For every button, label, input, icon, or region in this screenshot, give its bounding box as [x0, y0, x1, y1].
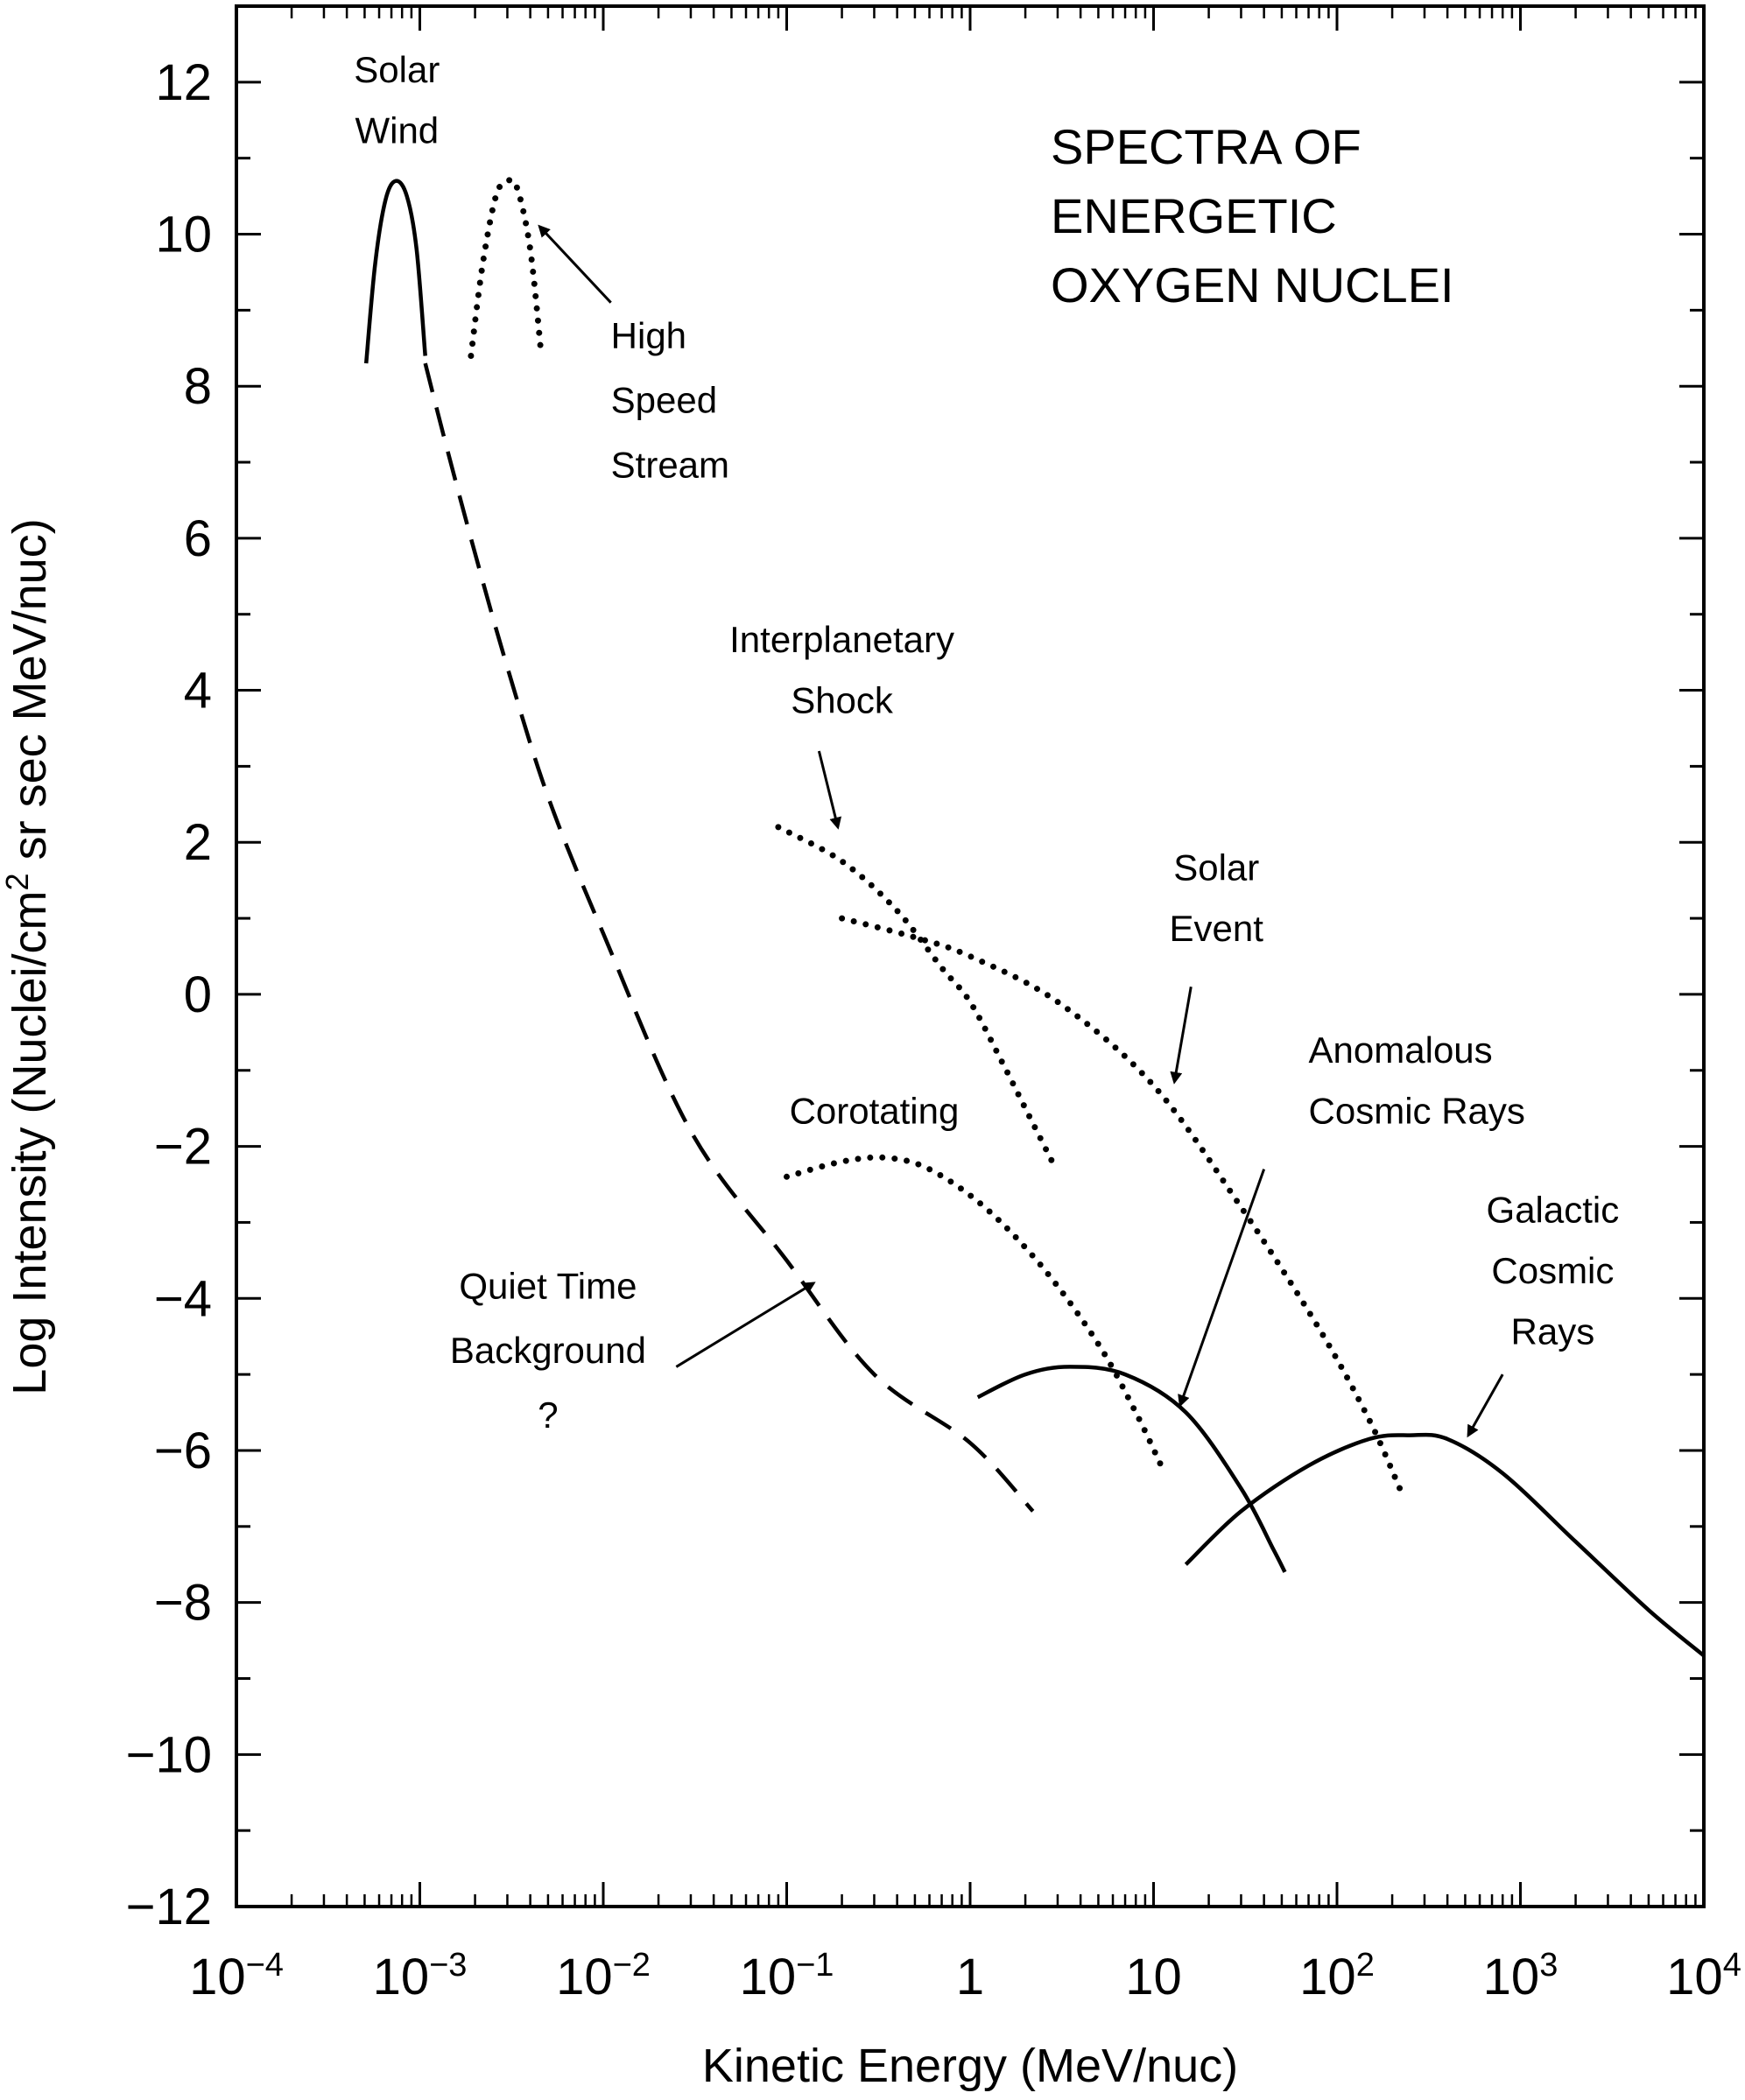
- y-tick-labels: 12 10 8 6 4 2 0 −2 −4 −6 −8 −10 −12: [126, 54, 212, 1935]
- anomalous-cosmic-rays-label-line: Anomalous: [1309, 1029, 1493, 1071]
- y-tick-label: −8: [154, 1575, 212, 1632]
- x-tick-exponent: −3: [429, 1947, 467, 1984]
- x-tick-label: 102: [1299, 1947, 1375, 2005]
- interplanetary-shock-curve: [775, 824, 1056, 1165]
- axis-ticks: [235, 4, 1706, 1908]
- corotating-label-line: Corotating: [790, 1091, 960, 1132]
- quiet-time-background-curve: [423, 362, 1035, 1513]
- anomalous-cosmic-rays-label-arrow: [1178, 1169, 1266, 1408]
- x-tick-base: 10: [740, 1949, 797, 2005]
- quiet-time-background-label-line: Background: [450, 1330, 646, 1371]
- title-line: OXYGEN NUCLEI: [1051, 257, 1454, 313]
- interplanetary-shock-label-arrow: [817, 750, 842, 830]
- x-tick-label: 1: [956, 1949, 984, 2005]
- y-tick-label: 2: [184, 814, 212, 871]
- y-axis-title-rest: sr sec MeV/nuc): [4, 518, 56, 873]
- galactic-cosmic-rays-curve: [1184, 1432, 1706, 1658]
- x-tick-base: 1: [956, 1949, 984, 2005]
- y-tick-label: −6: [154, 1422, 212, 1479]
- y-tick-label: −10: [126, 1726, 212, 1783]
- galactic-cosmic-rays-label-line: Cosmic: [1491, 1250, 1614, 1291]
- y-tick-label: 8: [184, 358, 212, 415]
- high-speed-stream-label-line: High: [611, 315, 686, 356]
- quiet-time-background-label-arrow: [675, 1282, 816, 1368]
- y-axis-title-exponent: 2: [0, 873, 35, 890]
- anomalous-cosmic-rays-label-line: Cosmic Rays: [1309, 1091, 1525, 1132]
- x-tick-exponent: 3: [1539, 1947, 1558, 1984]
- quiet-time-background-label-line: ?: [538, 1394, 558, 1436]
- y-axis-title-main: Log Intensity (Nuclei/cm: [4, 890, 56, 1394]
- quiet-time-background-label-line: Quiet Time: [459, 1265, 637, 1306]
- x-tick-label: 10: [1125, 1949, 1182, 2005]
- interplanetary-shock-label-line: Shock: [791, 680, 894, 721]
- x-tick-label: 10−4: [189, 1947, 284, 2005]
- title-line: ENERGETIC: [1051, 188, 1337, 243]
- x-tick-base: 10: [556, 1949, 613, 2005]
- y-tick-label: −4: [154, 1270, 212, 1327]
- annotations: Solar Wind High Speed Stream Interplanetary Sh…: [354, 49, 1620, 1438]
- high-speed-stream-curve: [468, 176, 545, 359]
- solar-wind-curve: [363, 179, 427, 364]
- x-tick-base: 10: [189, 1949, 246, 2005]
- corotating-curve: [784, 1154, 1165, 1469]
- y-tick-label: 10: [155, 207, 212, 263]
- x-tick-exponent: −1: [796, 1947, 834, 1984]
- x-tick-base: 10: [373, 1949, 430, 2005]
- solar-event-label-line: Solar: [1173, 847, 1259, 888]
- y-tick-label: −2: [154, 1119, 212, 1176]
- interplanetary-shock-label-line: Interplanetary: [729, 619, 954, 660]
- data-series: [363, 176, 1706, 1658]
- x-tick-base: 10: [1125, 1949, 1182, 2005]
- solar-wind-label-line: Wind: [355, 109, 439, 151]
- galactic-cosmic-rays-label-arrow: [1467, 1373, 1504, 1438]
- y-tick-label: −12: [126, 1879, 212, 1935]
- x-axis-title: Kinetic Energy (MeV/nuc): [702, 2040, 1238, 2092]
- y-tick-label: 12: [155, 54, 212, 111]
- high-speed-stream-label-line: Stream: [611, 444, 729, 485]
- y-tick-label: 0: [184, 966, 212, 1023]
- solar-event-curve: [839, 915, 1404, 1492]
- y-axis-title: Log Intensity (Nuclei/cm2 sr sec MeV/nuc…: [0, 518, 56, 1394]
- x-tick-base: 10: [1483, 1949, 1540, 2005]
- high-speed-stream-label-line: Speed: [611, 380, 717, 421]
- title-line: SPECTRA OF: [1051, 119, 1362, 174]
- x-tick-exponent: 4: [1723, 1947, 1741, 1984]
- anomalous-cosmic-rays-curve: [976, 1365, 1287, 1573]
- solar-event-label-line: Event: [1170, 908, 1264, 949]
- galactic-cosmic-rays-label-line: Rays: [1511, 1310, 1595, 1352]
- chart-title: SPECTRA OF ENERGETIC OXYGEN NUCLEI: [1051, 119, 1454, 313]
- x-tick-labels: 10−4 10−3 10−2 10−1 1 10 102 103 104: [189, 1947, 1741, 2005]
- x-tick-label: 103: [1483, 1947, 1559, 2005]
- solar-event-label-arrow: [1170, 986, 1193, 1085]
- high-speed-stream-label-arrow: [538, 224, 612, 304]
- x-tick-exponent: −2: [613, 1947, 651, 1984]
- x-tick-label: 104: [1666, 1947, 1741, 2005]
- galactic-cosmic-rays-label-line: Galactic: [1487, 1189, 1620, 1230]
- y-tick-label: 6: [184, 510, 212, 567]
- x-tick-exponent: 2: [1356, 1947, 1375, 1984]
- y-tick-label: 4: [184, 663, 212, 720]
- x-tick-label: 10−2: [556, 1947, 651, 2005]
- x-tick-label: 10−1: [740, 1947, 834, 2005]
- x-tick-base: 10: [1299, 1949, 1356, 2005]
- x-tick-base: 10: [1666, 1949, 1723, 2005]
- solar-wind-label-line: Solar: [354, 49, 440, 90]
- x-tick-label: 10−3: [373, 1947, 468, 2005]
- x-tick-exponent: −4: [246, 1947, 284, 1984]
